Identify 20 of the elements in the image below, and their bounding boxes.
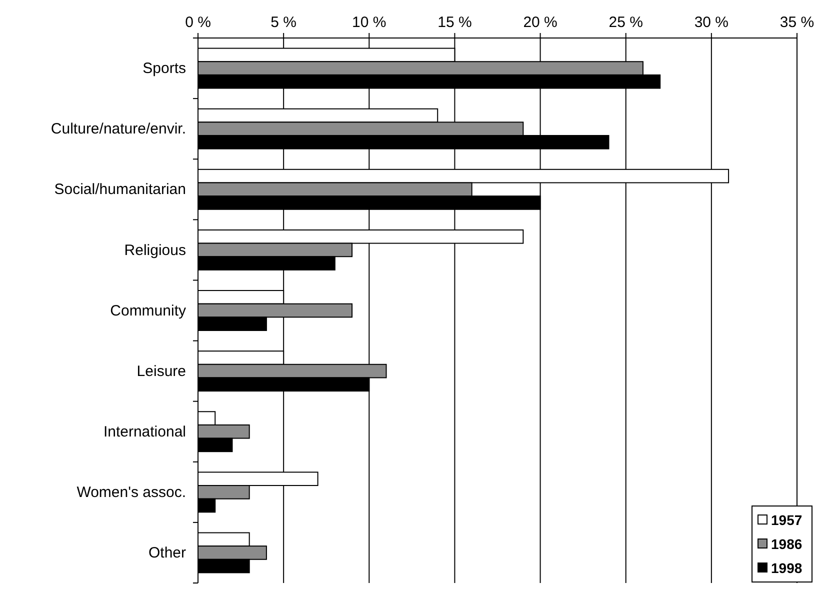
- x-tick-label: 35 %: [780, 14, 814, 31]
- x-tick-label: 10 %: [352, 14, 386, 31]
- x-tick-label: 5 %: [270, 14, 296, 31]
- x-tick-label: 30 %: [694, 14, 729, 31]
- x-tick-label: 15 %: [438, 14, 472, 31]
- legend-label: 1957: [771, 512, 802, 528]
- y-tick-label: Community: [110, 302, 186, 320]
- x-tick-label: 25 %: [608, 14, 643, 31]
- x-tick-label: 0 %: [185, 14, 211, 31]
- y-tick-label: Women's assoc.: [76, 484, 186, 501]
- legend-label: 1986: [771, 536, 802, 552]
- legend-label: 1998: [771, 560, 802, 576]
- y-tick-label: Other: [148, 544, 186, 562]
- y-tick-label: Sports: [142, 60, 186, 78]
- y-tick-label: International: [103, 423, 186, 440]
- x-tick-label: 20 %: [523, 14, 558, 31]
- y-tick-label: Social/humanitarian: [54, 181, 186, 198]
- y-tick-label: Religious: [124, 242, 186, 259]
- y-tick-label: Leisure: [136, 362, 186, 380]
- y-tick-label: Culture/nature/envir.: [50, 120, 186, 138]
